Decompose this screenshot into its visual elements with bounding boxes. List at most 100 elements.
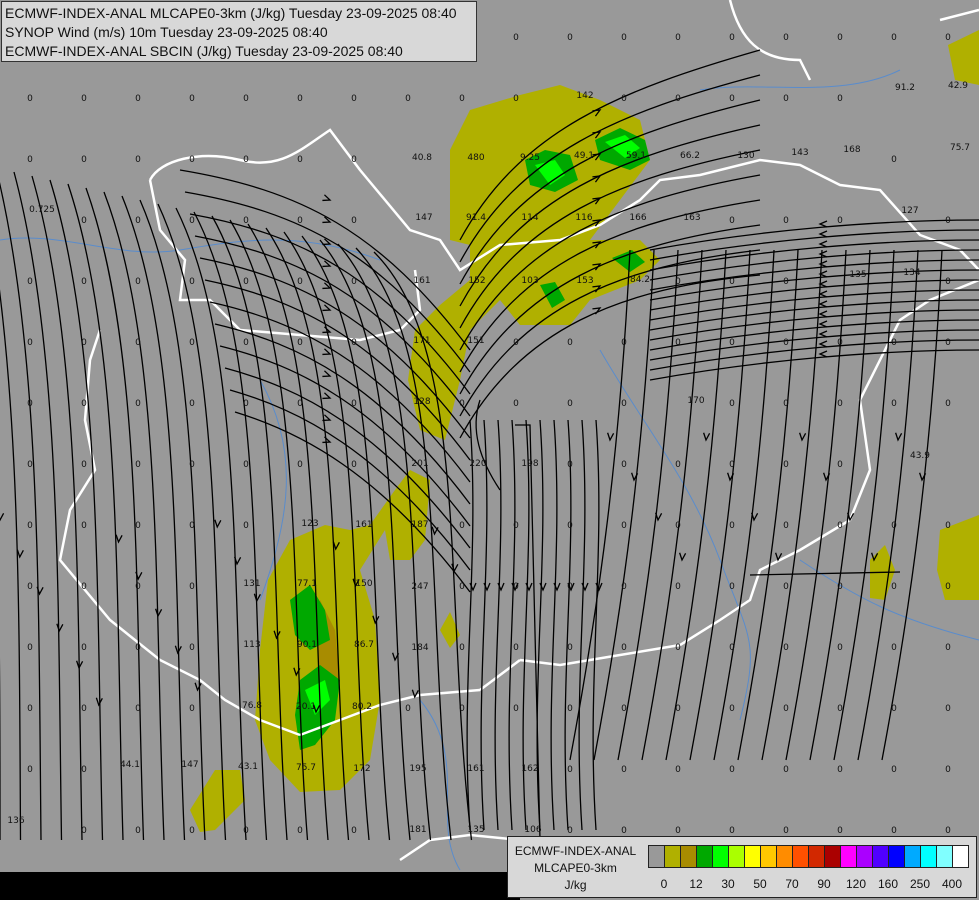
river [0,237,381,261]
sbcin-zero-value: 0 [135,399,141,409]
cape-area [937,515,979,600]
streamline [649,339,979,371]
color-legend: ECMWF-INDEX-ANAL MLCAPE0-3km J/kg 0 12 30 5… [507,836,977,898]
legend-swatch [889,846,905,867]
sbcin-zero-value: 0 [729,399,735,409]
title-line-sbcin: ECMWF-INDEX-ANAL SBCIN (J/kg) Tuesday 23… [5,43,403,59]
streamline [649,259,979,291]
sbcin-zero-value: 0 [189,643,195,653]
wind-arrow [273,630,281,640]
sbcin-zero-value: 0 [675,765,681,775]
streamline [301,235,391,841]
sbcin-zero-value: 0 [351,277,357,287]
wind-arrow [322,370,332,378]
streamline [459,224,761,395]
streamline [641,249,703,761]
sbcin-zero-value: 0 [27,521,33,531]
wind-arrow [322,282,332,290]
country-border [399,833,521,862]
legend-tick-label: 12 [689,877,703,891]
sbcin-zero-value: 0 [675,826,681,836]
legend-title: ECMWF-INDEX-ANAL MLCAPE0-3km J/kg [508,843,643,894]
sbcin-value: 150 [355,579,372,589]
sbcin-zero-value: 0 [297,399,303,409]
sbcin-zero-value: 0 [837,94,843,104]
wind-arrow [322,260,332,268]
sbcin-zero-value: 0 [891,521,897,531]
streamline [204,279,471,461]
streamline [0,182,42,841]
streamline [809,249,871,761]
sbcin-zero-value: 0 [459,704,465,714]
sbcin-zero-value: 0 [675,643,681,653]
sbcin-zero-value: 0 [837,33,843,43]
sbcin-value: 40.8 [412,153,432,163]
wind-arrow [411,689,419,699]
streamline [319,239,411,841]
sbcin-value: 161 [413,276,430,286]
legend-swatch [681,846,697,867]
streamline [564,419,572,831]
sbcin-value: 91.4 [466,213,486,223]
sbcin-zero-value: 0 [351,399,357,409]
country-border [728,0,812,81]
wind-arrow [818,240,828,248]
legend-swatch [809,846,825,867]
sbcin-zero-value: 0 [189,155,195,165]
sbcin-value: 76.8 [242,701,262,711]
sbcin-zero-value: 0 [675,582,681,592]
sbcin-zero-value: 0 [621,582,627,592]
wind-arrow [751,512,759,522]
wind-arrow [818,310,828,318]
sbcin-zero-value: 0 [675,704,681,714]
wind-arrow [322,216,332,224]
rivers-layer [0,69,979,871]
title-line-cape: ECMWF-INDEX-ANAL MLCAPE0-3km (J/kg) Tues… [5,5,457,21]
sbcin-zero-value: 0 [621,765,627,775]
streamline [649,249,979,281]
wind-arrow [194,682,202,692]
sbcin-zero-value: 0 [459,643,465,653]
wind-arrow [847,512,855,522]
wind-arrow [332,541,340,551]
sbcin-zero-value: 0 [621,399,627,409]
wind-arrow [592,131,602,139]
sbcin-value: 247 [411,582,428,592]
wind-arrow [818,320,828,328]
sbcin-value: 153 [576,276,593,286]
wind-arrow [322,194,332,202]
sbcin-zero-value: 0 [945,765,951,775]
legend-ticks: 0 12 30 50 70 90 120 160 250 400 [648,877,968,897]
sbcin-zero-value: 0 [81,643,87,653]
legend-swatch [649,846,665,867]
sbcin-value: 106 [524,825,541,835]
sbcin-zero-value: 0 [81,94,87,104]
sbcin-zero-value: 0 [297,826,303,836]
streamline [617,249,679,761]
sbcin-value: 77.1 [297,579,317,589]
sbcin-zero-value: 0 [297,94,303,104]
sbcin-value: 162 [521,764,538,774]
sbcin-zero-value: 0 [27,338,33,348]
streamline [536,419,544,831]
streamline [833,249,895,761]
sbcin-value: 103 [521,276,538,286]
sbcin-value: 84.2 [630,275,650,285]
wind-arrow [469,582,477,592]
sbcin-zero-value: 0 [729,277,735,287]
wind-arrow [727,472,735,482]
streamline [214,323,471,505]
legend-swatches [648,845,969,868]
streamline [578,419,586,831]
sbcin-zero-value: 0 [135,826,141,836]
streamline [857,249,919,761]
wind-arrow [553,582,561,592]
sbcin-zero-value: 0 [189,460,195,470]
legend-tick-label: 50 [753,877,767,891]
streamline [550,419,558,831]
sbcin-zero-value: 0 [783,582,789,592]
river [699,69,901,91]
sbcin-zero-value: 0 [729,460,735,470]
sbcin-value: 114 [521,213,538,223]
sbcin-zero-value: 0 [27,460,33,470]
